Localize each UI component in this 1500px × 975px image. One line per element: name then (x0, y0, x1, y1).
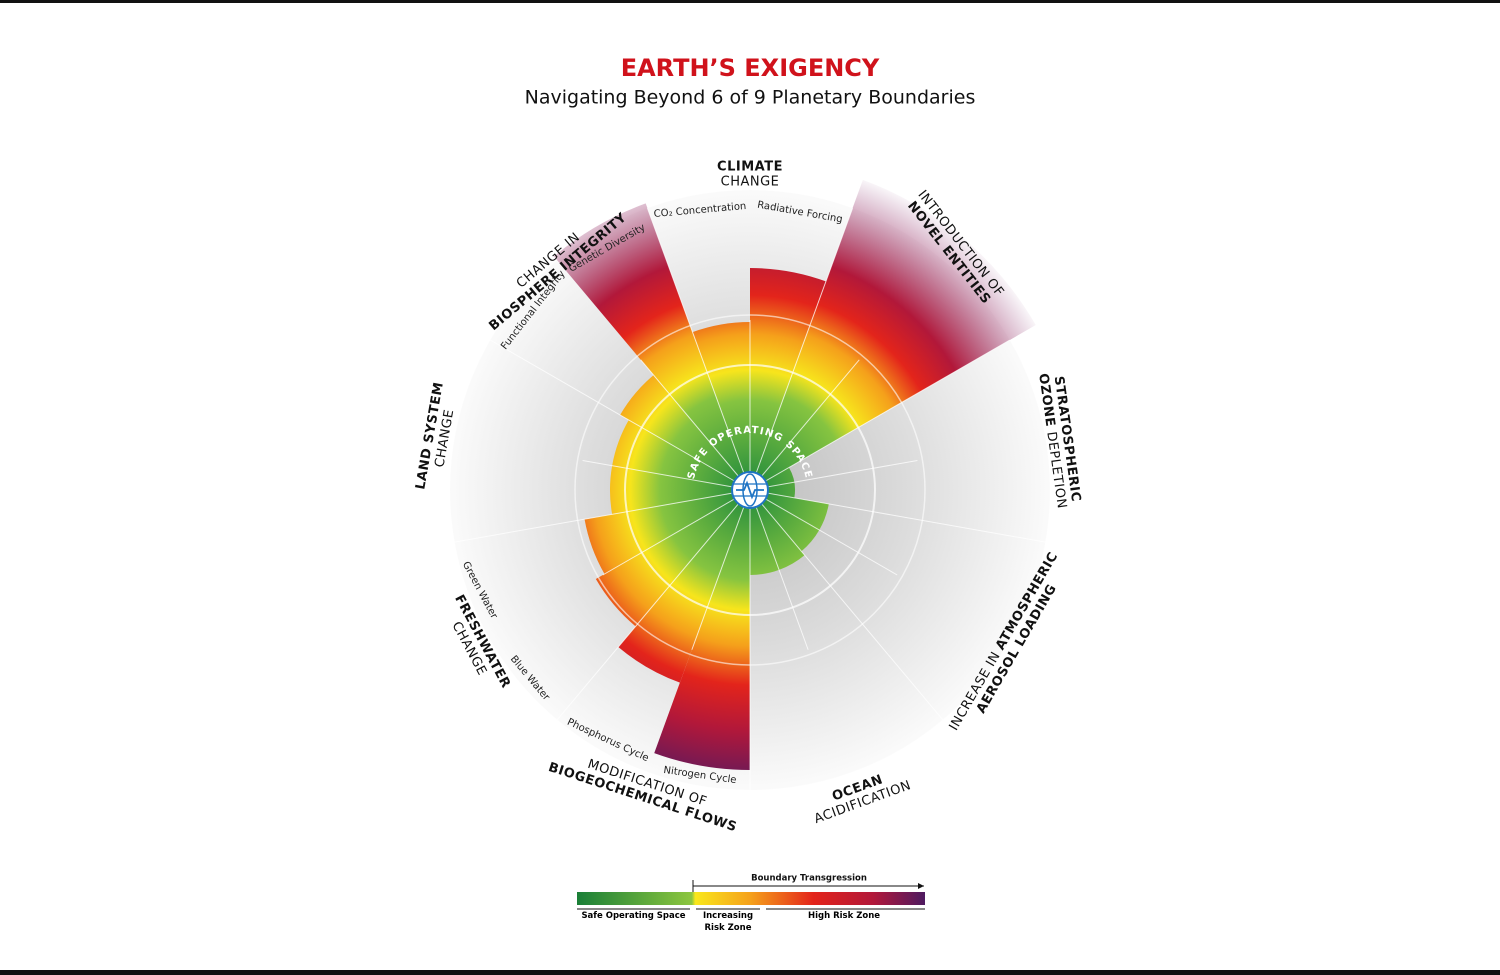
wedges (553, 179, 1036, 770)
boundary-label-line: CHANGE (721, 174, 780, 189)
wedge (584, 490, 750, 574)
legend-zone-text: High Risk Zone (807, 911, 881, 921)
divider (749, 359, 860, 491)
divider (749, 339, 1011, 491)
divider (749, 459, 918, 491)
divider (749, 489, 944, 721)
boundary-label-part: CLIMATE (717, 159, 783, 174)
divider (582, 459, 751, 491)
divider (640, 359, 751, 491)
wedge (595, 490, 750, 627)
boundary-label-part: CHANGE (721, 174, 780, 189)
wedge (610, 420, 750, 515)
wedge (750, 268, 826, 490)
legend-zone-text: Increasing Risk Zone (702, 911, 754, 933)
wedge (692, 322, 750, 490)
divider (749, 489, 898, 576)
divider (556, 489, 751, 721)
globe-icon (731, 471, 769, 509)
divider (646, 207, 751, 491)
divider (489, 339, 751, 491)
title: EARTH’S EXIGENCY (621, 54, 880, 82)
wedge (620, 375, 750, 490)
bottom-border (0, 970, 1500, 975)
legend-zone: Safe Operating Space (581, 911, 686, 921)
divider (602, 489, 751, 576)
legend-zone: High Risk Zone (807, 911, 881, 921)
wedge (654, 490, 750, 770)
divider (691, 489, 751, 650)
legend-zone: Increasing Risk Zone (702, 911, 754, 933)
wedge (553, 203, 750, 491)
legend-arrow-label: Boundary Transgression (751, 874, 867, 884)
legend-arrowhead (918, 883, 924, 889)
divider (749, 489, 1046, 543)
legend-zone-text: Safe Operating Space (581, 911, 686, 921)
wedge (750, 490, 805, 575)
divider (454, 489, 751, 543)
divider (749, 207, 854, 491)
boundary-label-line: CLIMATE (717, 159, 783, 174)
legend: Boundary Transgression Safe Operating Sp… (577, 874, 925, 933)
divider (749, 489, 809, 650)
wedge (750, 179, 1036, 490)
wedge (750, 490, 829, 552)
subtitle: Navigating Beyond 6 of 9 Planetary Bound… (525, 87, 976, 109)
dividers (454, 207, 1046, 790)
legend-bar (577, 892, 925, 905)
top-border (0, 0, 1500, 3)
